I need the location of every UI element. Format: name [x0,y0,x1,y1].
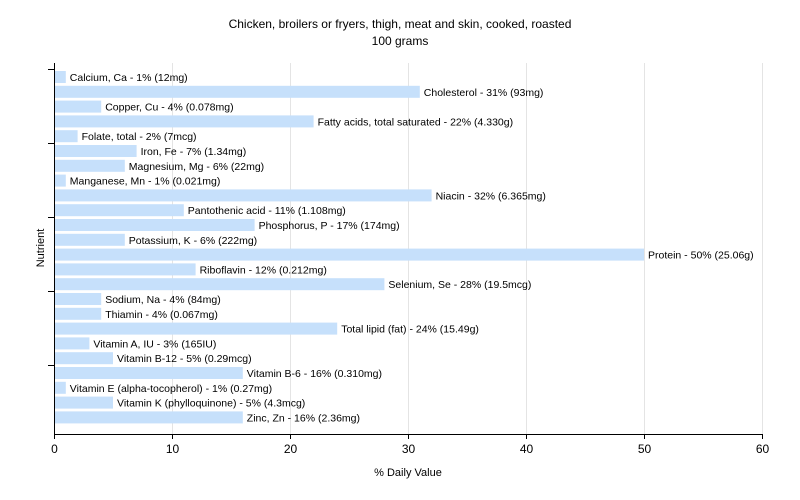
data-labels: Calcium, Ca - 1% (12mg) Cholesterol - 31%… [70,72,754,424]
y-axis-label: Nutrient [35,229,47,268]
x-tick-label: 10 [166,442,180,456]
bar-label: Vitamin E (alpha-tocopherol) - 1% (0.27m… [70,383,272,395]
x-tick-label: 30 [402,442,416,456]
x-axis-label: % Daily Value [374,467,442,479]
chart-subtitle: 100 grams [371,34,429,48]
bar-label: Fatty acids, total saturated - 22% (4.33… [318,116,514,128]
x-tick-label: 0 [51,442,58,456]
x-tick-label: 60 [756,442,770,456]
bar [55,337,90,350]
bar-label: Vitamin A, IU - 3% (165IU) [93,338,216,350]
bar-label: Riboflavin - 12% (0.212mg) [200,264,327,276]
bar [55,100,102,113]
chart-title-block: Chicken, broilers or fryers, thigh, meat… [0,16,800,50]
bar [55,159,125,172]
bar [55,352,113,365]
bar-label: Thiamin - 4% (0.067mg) [105,309,218,321]
axes: 0 10 20 30 40 50 60 [48,63,769,456]
bar [55,219,255,231]
bar [55,411,243,424]
bar [55,71,66,83]
bar-label: Magnesium, Mg - 6% (22mg) [129,161,264,173]
bar-label: Vitamin B-12 - 5% (0.29mcg) [117,353,252,365]
bar [55,293,102,305]
bar [55,263,196,276]
bar [55,396,113,409]
bar-label: Potassium, K - 6% (222mg) [129,235,257,247]
bar-label: Pantothenic acid - 11% (1.108mg) [188,205,346,217]
bar [55,381,66,394]
bar-label: Zinc, Zn - 16% (2.36mg) [247,412,360,424]
bar-label: Cholesterol - 31% (93mg) [424,87,544,99]
bar-label: Total lipid (fat) - 24% (15.49g) [341,324,479,336]
bar [55,307,102,320]
bar [55,189,432,202]
bar-label: Iron, Fe - 7% (1.34mg) [141,146,247,158]
chart-title: Chicken, broilers or fryers, thigh, meat… [228,17,572,31]
x-tick-label: 50 [638,442,652,456]
bar [55,367,243,379]
bar-label: Manganese, Mn - 1% (0.021mg) [70,176,221,188]
x-tick-label: 20 [284,442,298,456]
bar-label: Vitamin K (phylloquinone) - 5% (4.3mcg) [117,398,305,410]
bar [55,278,385,291]
bar [55,233,125,246]
bar-label: Vitamin B-6 - 16% (0.310mg) [247,368,382,380]
bars [55,71,644,424]
bar-label: Calcium, Ca - 1% (12mg) [70,72,188,84]
bar [55,145,137,157]
bar-label: Phosphorus, P - 17% (174mg) [259,220,400,232]
bar-label: Selenium, Se - 28% (19.5mcg) [388,279,531,291]
x-tick-label: 40 [520,442,534,456]
bar-label: Sodium, Na - 4% (84mg) [105,294,221,306]
bar [55,248,644,261]
bar [55,174,66,187]
bar [55,85,420,98]
bar [55,322,338,335]
bar-label: Copper, Cu - 4% (0.078mg) [105,102,233,114]
bar [55,130,78,143]
bar [55,115,314,128]
bar [55,204,184,217]
bar-label: Protein - 50% (25.06g) [648,250,754,262]
bar-label: Niacin - 32% (6.365mg) [436,190,546,202]
bar-label: Folate, total - 2% (7mcg) [82,131,197,143]
